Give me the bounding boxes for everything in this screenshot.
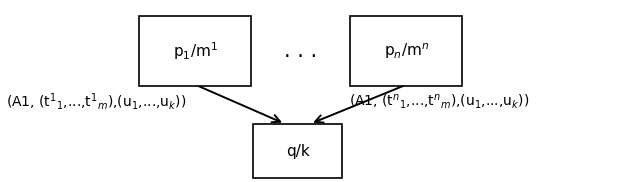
FancyBboxPatch shape <box>140 16 251 86</box>
Text: p$_n$/m$^n$: p$_n$/m$^n$ <box>384 41 429 61</box>
Text: (A1, (t$^1$$_1$,...,t$^1$$_m$),(u$_1$,...,u$_k$)): (A1, (t$^1$$_1$,...,t$^1$$_m$),(u$_1$,..… <box>6 91 187 112</box>
FancyBboxPatch shape <box>351 16 462 86</box>
Text: p$_1$/m$^1$: p$_1$/m$^1$ <box>173 40 218 62</box>
Text: q/k: q/k <box>285 144 310 159</box>
Text: (A1, (t$^n$$_1$,...,t$^n$$_m$),(u$_1$,...,u$_k$)): (A1, (t$^n$$_1$,...,t$^n$$_m$),(u$_1$,..… <box>349 93 529 111</box>
FancyBboxPatch shape <box>253 124 342 178</box>
Text: . . .: . . . <box>284 41 317 61</box>
